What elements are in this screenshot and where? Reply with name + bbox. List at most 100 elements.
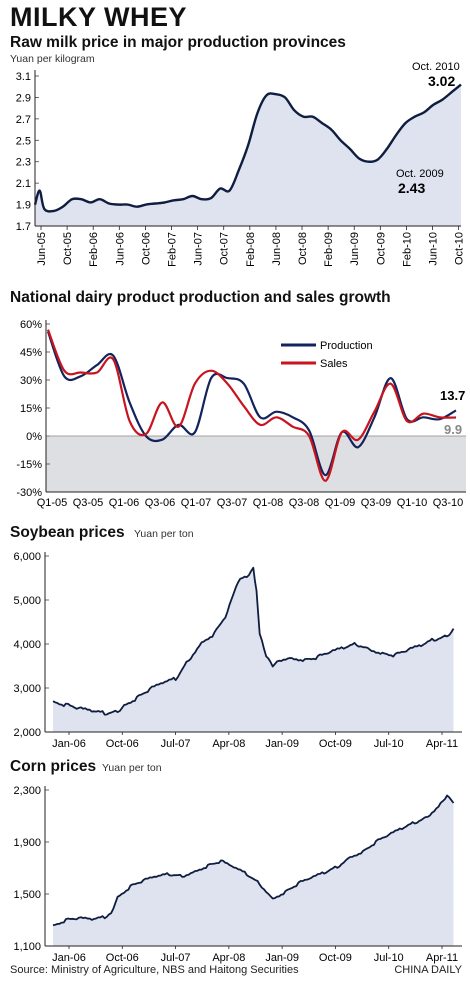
x-tick-label: Apr-11 xyxy=(426,738,458,750)
x-tick-label: Q1-07 xyxy=(181,497,212,509)
legend-production-label: Production xyxy=(320,340,373,352)
source-note: Source: Ministry of Agriculture, NBS and… xyxy=(10,964,299,976)
x-tick-label: Feb-08 xyxy=(245,232,257,267)
x-tick-label: Jan-09 xyxy=(265,952,299,964)
y-tick-label: -30% xyxy=(16,487,42,499)
y-tick-label: 3.1 xyxy=(16,71,31,83)
legend-sales-label: Sales xyxy=(320,358,348,370)
x-tick-label: Jun-09 xyxy=(349,232,361,266)
y-tick-label: 2.7 xyxy=(16,114,31,126)
x-tick-label: Feb-07 xyxy=(167,232,179,267)
milk-price-area xyxy=(35,84,461,226)
x-tick-label: Jan-06 xyxy=(52,952,86,964)
x-tick-label: Oct-07 xyxy=(219,232,231,265)
corn-chart-title: Corn prices xyxy=(10,758,97,775)
x-tick-label: Feb-06 xyxy=(88,232,100,267)
x-tick-label: Jun-10 xyxy=(428,232,440,266)
x-tick-label: Feb-09 xyxy=(323,232,335,267)
milk-price-chart-title: Raw milk price in major production provi… xyxy=(10,34,346,51)
x-tick-label: Q3-08 xyxy=(289,497,320,509)
x-tick-label: Q1-05 xyxy=(37,497,68,509)
production-line xyxy=(46,331,457,477)
x-tick-label: Q1-10 xyxy=(397,497,428,509)
y-tick-label: 6,000 xyxy=(13,551,41,563)
x-tick-label: Q3-05 xyxy=(73,497,104,509)
soybean-chart-title: Soybean prices xyxy=(10,524,125,541)
x-tick-label: Oct-09 xyxy=(319,952,352,964)
x-tick-label: Q3-07 xyxy=(217,497,248,509)
y-tick-label: 30% xyxy=(20,375,42,387)
soybean-chart: 2,000 3,000 4,000 5,000 6,000 Jan-06 Oct-06 Jul… xyxy=(13,551,462,750)
y-tick-label: 15% xyxy=(20,403,42,415)
negative-band xyxy=(46,436,466,492)
y-tick-label: 2.9 xyxy=(16,92,31,104)
y-tick-label: 1.7 xyxy=(16,221,31,233)
y-tick-label: 4,000 xyxy=(13,639,41,651)
corn-unit-label: Yuan per ton xyxy=(102,762,162,774)
x-tick-label: Apr-11 xyxy=(426,952,458,964)
soybean-price-area xyxy=(53,567,454,732)
x-tick-label: Q3-06 xyxy=(145,497,176,509)
corn-price-line xyxy=(52,794,455,927)
y-tick-label: -15% xyxy=(16,459,42,471)
x-tick-label: Oct-09 xyxy=(375,232,387,265)
soybean-price-line xyxy=(52,566,455,716)
x-tick-label: Q3-09 xyxy=(361,497,392,509)
soybean-unit-label: Yuan per ton xyxy=(134,528,194,540)
page-title: MILKY WHEY xyxy=(10,2,188,32)
x-tick-label: Jun-05 xyxy=(36,232,48,266)
x-tick-label: Q1-08 xyxy=(253,497,284,509)
y-tick-label: 2.3 xyxy=(16,157,31,169)
y-tick-label: 45% xyxy=(20,347,42,359)
x-tick-label: Feb-10 xyxy=(401,232,413,267)
y-tick-label: 2.5 xyxy=(16,135,31,147)
y-tick-label: 1,500 xyxy=(13,889,41,901)
milk-price-chart: 1.7 1.9 2.1 2.3 2.5 2.7 2.9 3.1 Jun-05 Oct-05 Feb-… xyxy=(16,61,466,267)
x-tick-label: Jun-06 xyxy=(114,232,126,266)
x-tick-label: Oct-06 xyxy=(106,738,139,750)
x-tick-label: Q1-06 xyxy=(109,497,140,509)
x-tick-label: Jul-07 xyxy=(161,952,191,964)
x-tick-label: Jan-06 xyxy=(52,738,86,750)
y-tick-label: 1,100 xyxy=(13,941,41,953)
milk-price-unit-label: Yuan per kilogram xyxy=(10,53,95,65)
annotation-date: Oct. 2009 xyxy=(396,168,444,180)
x-tick-label: Oct-08 xyxy=(297,232,309,265)
x-tick-label: Oct-09 xyxy=(319,738,352,750)
dairy-growth-chart: 60% 45% 30% 15% 0% -15% -30%Q1-05 Q3-05 Q1-06 Q3-… xyxy=(16,319,466,509)
y-tick-label: 2.1 xyxy=(16,178,31,190)
y-tick-label: 2,300 xyxy=(13,785,41,797)
annotation-value: 3.02 xyxy=(428,73,455,89)
sales-end-label: 9.9 xyxy=(444,422,462,437)
x-tick-label: Oct-06 xyxy=(140,232,152,265)
milk-price-line xyxy=(33,83,462,213)
x-tick-label: Apr-08 xyxy=(212,952,245,964)
y-tick-label: 3,000 xyxy=(13,683,41,695)
x-tick-label: Apr-08 xyxy=(212,738,245,750)
corn-chart: 1,100 1,500 1,900 2,300 Jan-06 Oct-06 Jul-07 Ap… xyxy=(13,785,462,964)
y-tick-label: 1.9 xyxy=(16,200,31,212)
y-tick-label: 1,900 xyxy=(13,837,41,849)
x-tick-label: Jul-10 xyxy=(374,738,404,750)
x-tick-label: Oct-06 xyxy=(106,952,139,964)
x-tick-label: Oct-05 xyxy=(62,232,74,265)
y-tick-label: 60% xyxy=(20,319,42,331)
corn-price-area xyxy=(53,795,454,946)
sales-line xyxy=(46,329,457,482)
x-tick-label: Jun-08 xyxy=(271,232,283,266)
y-tick-label: 0% xyxy=(26,431,42,443)
annotation-value: 2.43 xyxy=(398,180,425,196)
x-tick-label: Jul-07 xyxy=(161,738,191,750)
x-tick-label: Jun-07 xyxy=(193,232,205,266)
dairy-growth-chart-title: National dairy product production and sa… xyxy=(10,289,391,306)
x-tick-label: Jan-09 xyxy=(265,738,299,750)
credit-label: CHINA DAILY xyxy=(394,964,462,976)
x-tick-label: Oct-10 xyxy=(454,232,466,265)
x-tick-label: Q3-10 xyxy=(433,497,464,509)
annotation-date: Oct. 2010 xyxy=(412,61,460,73)
y-tick-label: 5,000 xyxy=(13,595,41,607)
x-tick-label: Q1-09 xyxy=(325,497,356,509)
y-tick-label: 2,000 xyxy=(13,727,41,739)
production-end-label: 13.7 xyxy=(440,388,465,403)
x-tick-label: Jul-10 xyxy=(374,952,404,964)
